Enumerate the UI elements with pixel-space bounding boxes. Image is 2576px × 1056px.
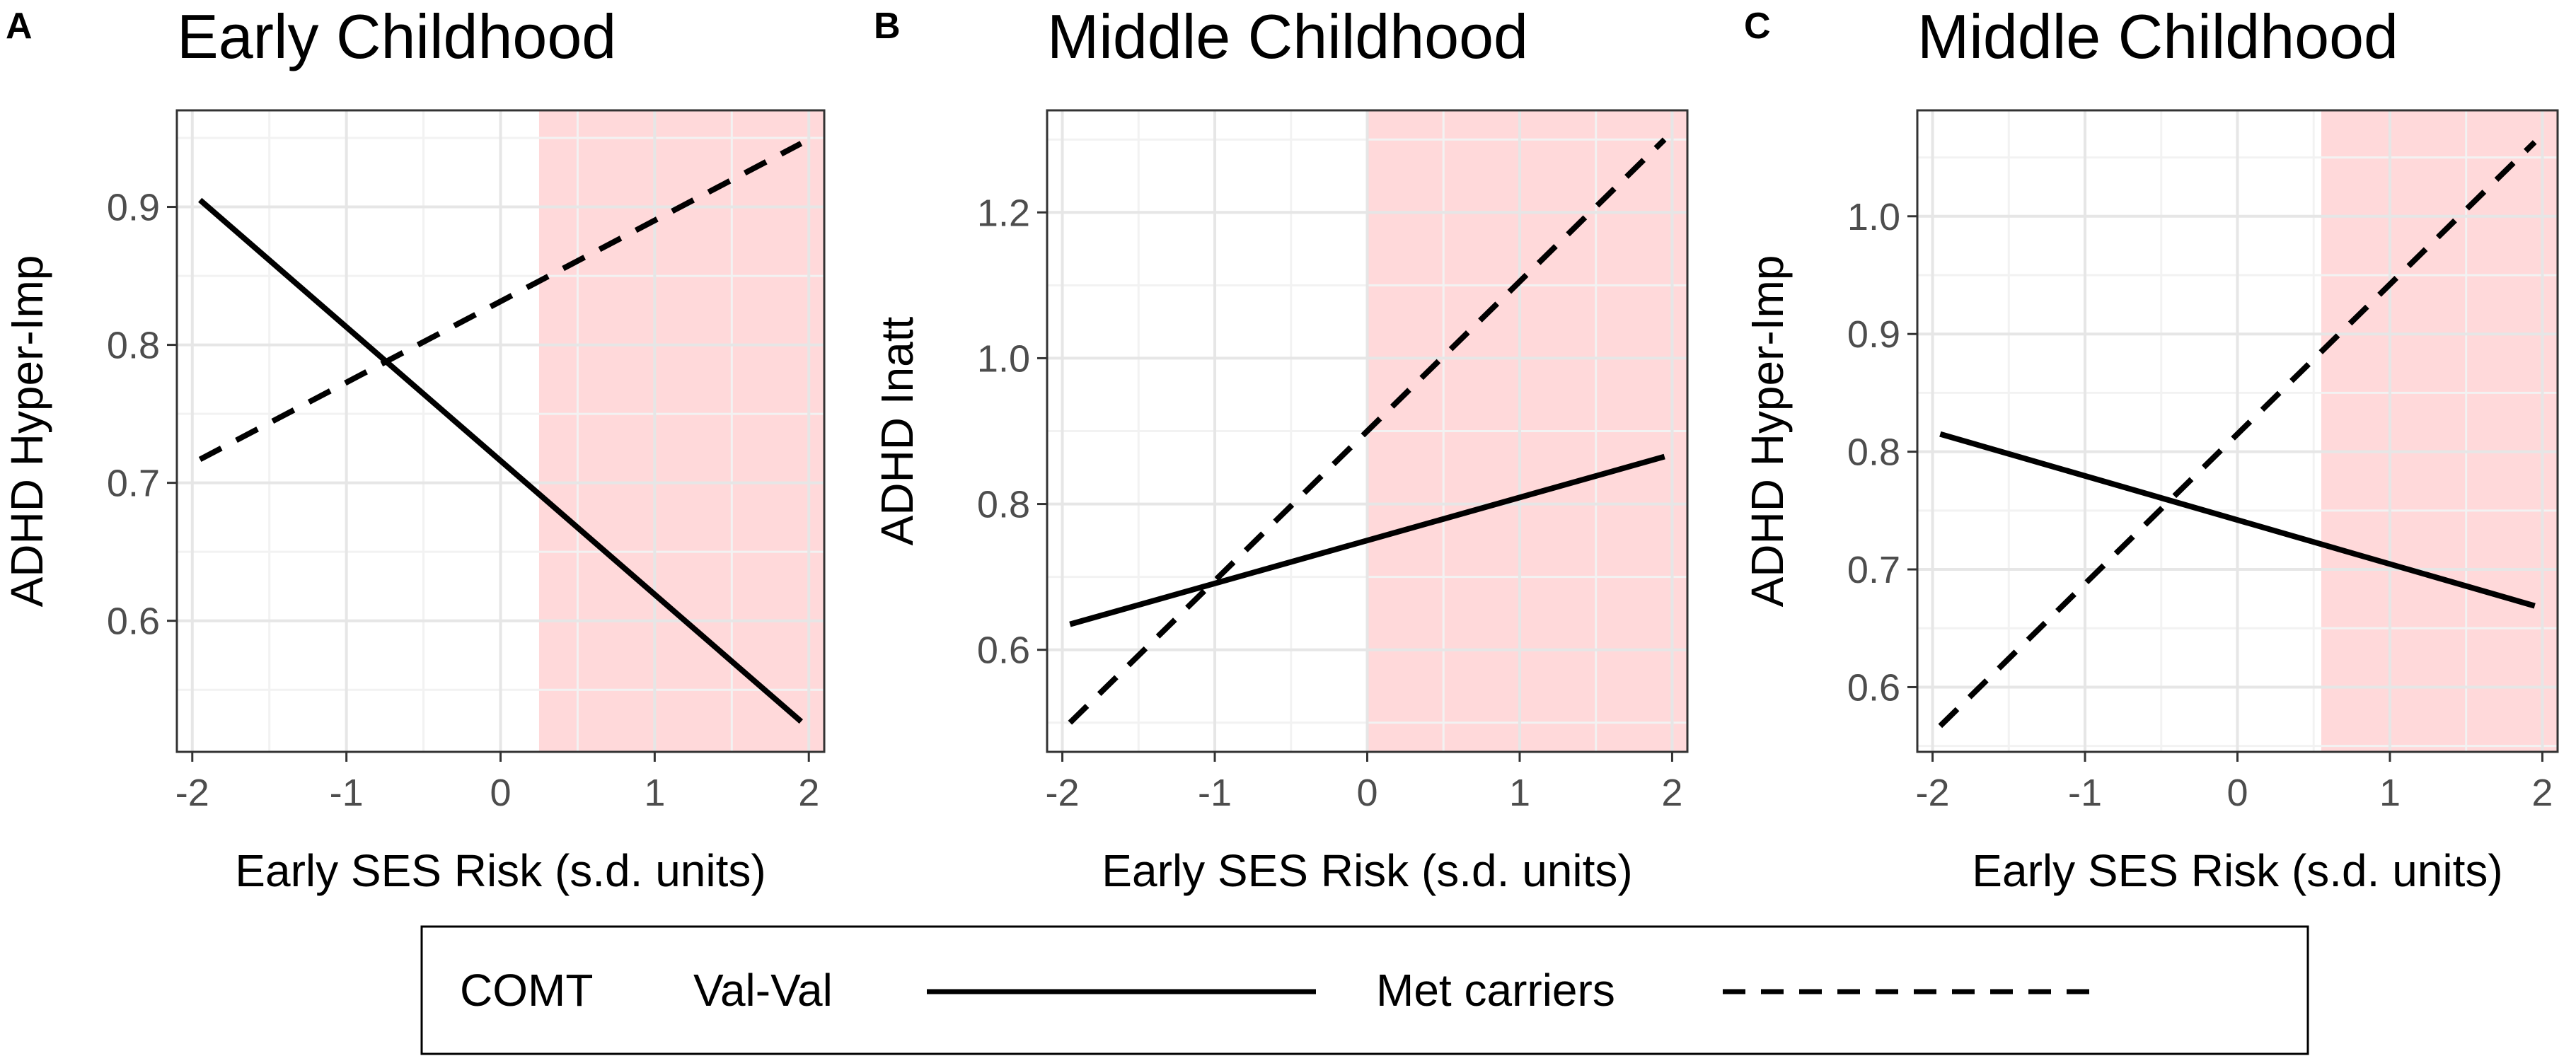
y-tick-label: 0.6 xyxy=(1847,666,1900,709)
panel-title: Middle Childhood xyxy=(1917,1,2398,71)
x-tick-label: -2 xyxy=(1916,772,1950,814)
panel-c: -2 -1 0 1 2 0.6 0.7 0.8 0.9 1.0 Early SES Risk (s.… xyxy=(1742,1,2559,896)
x-tick-label: 0 xyxy=(490,772,511,814)
x-axis-label: Early SES Risk (s.d. units) xyxy=(1102,845,1632,896)
x-tick-label: 0 xyxy=(2226,772,2248,814)
x-tick-label: -1 xyxy=(2068,772,2102,814)
x-tick-label: -1 xyxy=(1198,772,1232,814)
panel-title: Middle Childhood xyxy=(1047,1,1528,71)
y-axis-label: ADHD Inatt xyxy=(872,316,923,545)
series-line-met-carriers xyxy=(1068,137,1667,725)
legend-label-val-val: Val-Val xyxy=(693,965,833,1016)
x-tick-label: -1 xyxy=(330,772,364,814)
series-line-met-carriers xyxy=(198,141,803,463)
series-line-val-val xyxy=(1069,453,1665,627)
x-tick-label: 2 xyxy=(2531,772,2553,814)
shaded-region xyxy=(2321,110,2558,752)
x-tick-label: 1 xyxy=(2379,772,2401,814)
legend: COMT Val-Val Met carriers xyxy=(420,925,2309,1055)
y-tick-label: 1.2 xyxy=(977,192,1030,234)
panel-letter: B xyxy=(874,6,901,47)
y-axis-label: ADHD Hyper-Imp xyxy=(1742,255,1793,608)
x-axis-label: Early SES Risk (s.d. units) xyxy=(1972,845,2502,896)
y-tick-label: 1.0 xyxy=(1847,196,1900,238)
x-tick-label: 0 xyxy=(1356,772,1377,814)
legend-label-met-carriers: Met carriers xyxy=(1376,965,1615,1016)
y-tick-label: 0.6 xyxy=(977,629,1030,672)
y-tick-label: 0.6 xyxy=(107,600,160,643)
series-line-val-val xyxy=(198,197,803,724)
series-line-val-val xyxy=(1939,431,2536,609)
y-tick-label: 1.0 xyxy=(977,337,1030,380)
shaded-region xyxy=(538,110,824,752)
y-tick-label: 0.7 xyxy=(107,463,160,505)
panel-letter: A xyxy=(6,6,33,47)
x-tick-label: 2 xyxy=(1661,772,1682,814)
panel-a: -2 -1 0 1 2 0.6 0.7 0.8 0.9 Early SES Risk (s.d. … xyxy=(1,1,826,896)
y-tick-label: 0.8 xyxy=(1847,431,1900,474)
panel-letter: C xyxy=(1744,6,1771,47)
x-axis-label: Early SES Risk (s.d. units) xyxy=(235,845,766,896)
y-tick-label: 0.8 xyxy=(977,484,1030,526)
x-tick-label: 1 xyxy=(1509,772,1530,814)
x-tick-label: 1 xyxy=(644,772,665,814)
x-tick-label: -2 xyxy=(175,772,209,814)
legend-title: COMT xyxy=(460,965,593,1016)
y-tick-label: 0.8 xyxy=(107,325,160,367)
y-axis-label: ADHD Hyper-Imp xyxy=(1,255,52,608)
y-tick-label: 0.7 xyxy=(1847,549,1900,591)
y-tick-label: 0.9 xyxy=(1847,313,1900,356)
x-tick-label: -2 xyxy=(1046,772,1080,814)
y-tick-label: 0.9 xyxy=(107,187,160,229)
panel-title: Early Childhood xyxy=(177,1,616,71)
x-tick-label: 2 xyxy=(798,772,819,814)
series-line-met-carriers xyxy=(1938,140,2537,729)
panels: -2 -1 0 1 2 0.6 0.7 0.8 0.9 Early SES Risk (s.d. … xyxy=(1,1,2559,896)
panel-b: -2 -1 0 1 2 0.6 0.8 1.0 1.2 Early SES Risk (s.d. … xyxy=(872,1,1689,896)
